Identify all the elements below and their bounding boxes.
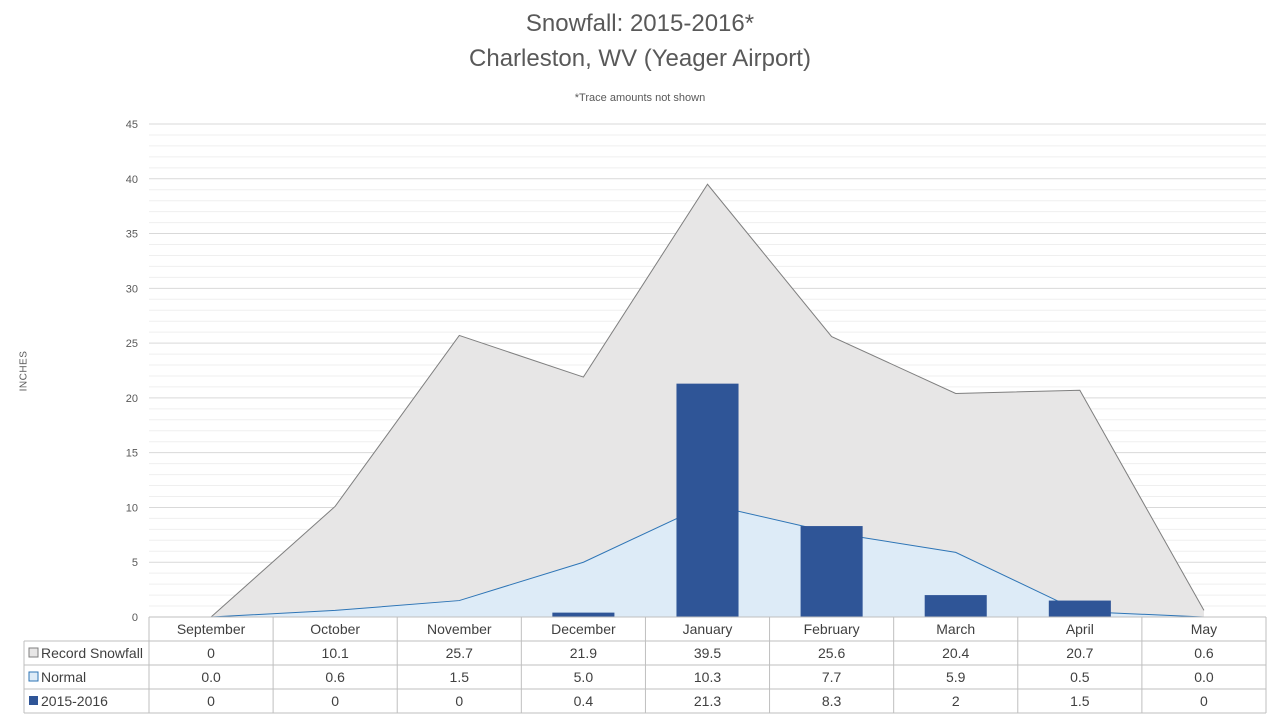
record-snowfall-value-november: 25.7 bbox=[446, 645, 473, 661]
normal-value-april: 0.5 bbox=[1070, 669, 1090, 685]
chart-subtitle: Charleston, WV (Yeager Airport) bbox=[469, 45, 811, 72]
x-tick-label: April bbox=[1066, 621, 1094, 637]
2015-2016-legend-swatch bbox=[29, 696, 38, 705]
record-snowfall-value-october: 10.1 bbox=[322, 645, 349, 661]
normal-value-december: 5.0 bbox=[574, 669, 594, 685]
x-tick-label: November bbox=[427, 621, 492, 637]
normal-value-february: 7.7 bbox=[822, 669, 842, 685]
record-snowfall-value-march: 20.4 bbox=[942, 645, 969, 661]
record-snowfall-value-april: 20.7 bbox=[1066, 645, 1093, 661]
2015-2016-value-may: 0 bbox=[1200, 693, 1208, 709]
y-tick-label: 40 bbox=[126, 174, 138, 186]
bar-december bbox=[552, 612, 615, 617]
record-snowfall-value-september: 0 bbox=[207, 645, 215, 661]
normal-value-november: 1.5 bbox=[450, 669, 470, 685]
x-tick-label: December bbox=[551, 621, 616, 637]
normal-value-may: 0.0 bbox=[1194, 669, 1214, 685]
2015-2016-value-september: 0 bbox=[207, 693, 215, 709]
chart-title: Snowfall: 2015-2016* bbox=[525, 10, 755, 37]
2015-2016-value-march: 2 bbox=[952, 693, 960, 709]
y-tick-label: 35 bbox=[126, 229, 138, 241]
normal-value-september: 0.0 bbox=[201, 669, 221, 685]
2015-2016-legend-label: 2015-2016 bbox=[41, 693, 108, 709]
2015-2016-value-december: 0.4 bbox=[574, 693, 594, 709]
x-tick-label: May bbox=[1191, 621, 1217, 637]
record-snowfall-legend-label: Record Snowfall bbox=[41, 645, 143, 661]
2015-2016-value-january: 21.3 bbox=[694, 693, 721, 709]
2015-2016-value-october: 0 bbox=[331, 693, 339, 709]
y-tick-label: 25 bbox=[126, 338, 138, 350]
normal-value-march: 5.9 bbox=[946, 669, 966, 685]
y-tick-label: 0 bbox=[132, 612, 138, 624]
record-snowfall-value-january: 39.5 bbox=[694, 645, 721, 661]
2015-2016-value-april: 1.5 bbox=[1070, 693, 1090, 709]
normal-value-october: 0.6 bbox=[325, 669, 345, 685]
record-snowfall-value-december: 21.9 bbox=[570, 645, 597, 661]
y-tick-label: 15 bbox=[126, 448, 138, 460]
x-tick-label: September bbox=[177, 621, 246, 637]
record-snowfall-legend-swatch bbox=[28, 647, 39, 658]
y-tick-label: 20 bbox=[126, 393, 138, 405]
record-snowfall-value-may: 0.6 bbox=[1194, 645, 1214, 661]
x-tick-label: October bbox=[310, 621, 360, 637]
record-snowfall-line bbox=[210, 183, 1205, 618]
x-tick-label: March bbox=[936, 621, 975, 637]
y-tick-label: 10 bbox=[126, 502, 138, 514]
bar-january bbox=[676, 383, 739, 617]
normal-legend-label: Normal bbox=[41, 669, 86, 685]
normal-value-january: 10.3 bbox=[694, 669, 721, 685]
bar-april bbox=[1048, 600, 1111, 617]
bar-february bbox=[800, 526, 863, 617]
y-tick-label: 5 bbox=[132, 557, 138, 569]
record-snowfall-value-february: 25.6 bbox=[818, 645, 845, 661]
x-tick-label: January bbox=[683, 621, 733, 637]
chart-note: *Trace amounts not shown bbox=[574, 92, 706, 104]
x-tick-label: February bbox=[804, 621, 860, 637]
bar-march bbox=[924, 595, 987, 617]
y-tick-label: 45 bbox=[126, 119, 138, 131]
2015-2016-value-february: 8.3 bbox=[822, 693, 842, 709]
2015-2016-value-november: 0 bbox=[455, 693, 463, 709]
y-tick-label: 30 bbox=[126, 283, 138, 295]
normal-legend-swatch bbox=[28, 671, 39, 682]
